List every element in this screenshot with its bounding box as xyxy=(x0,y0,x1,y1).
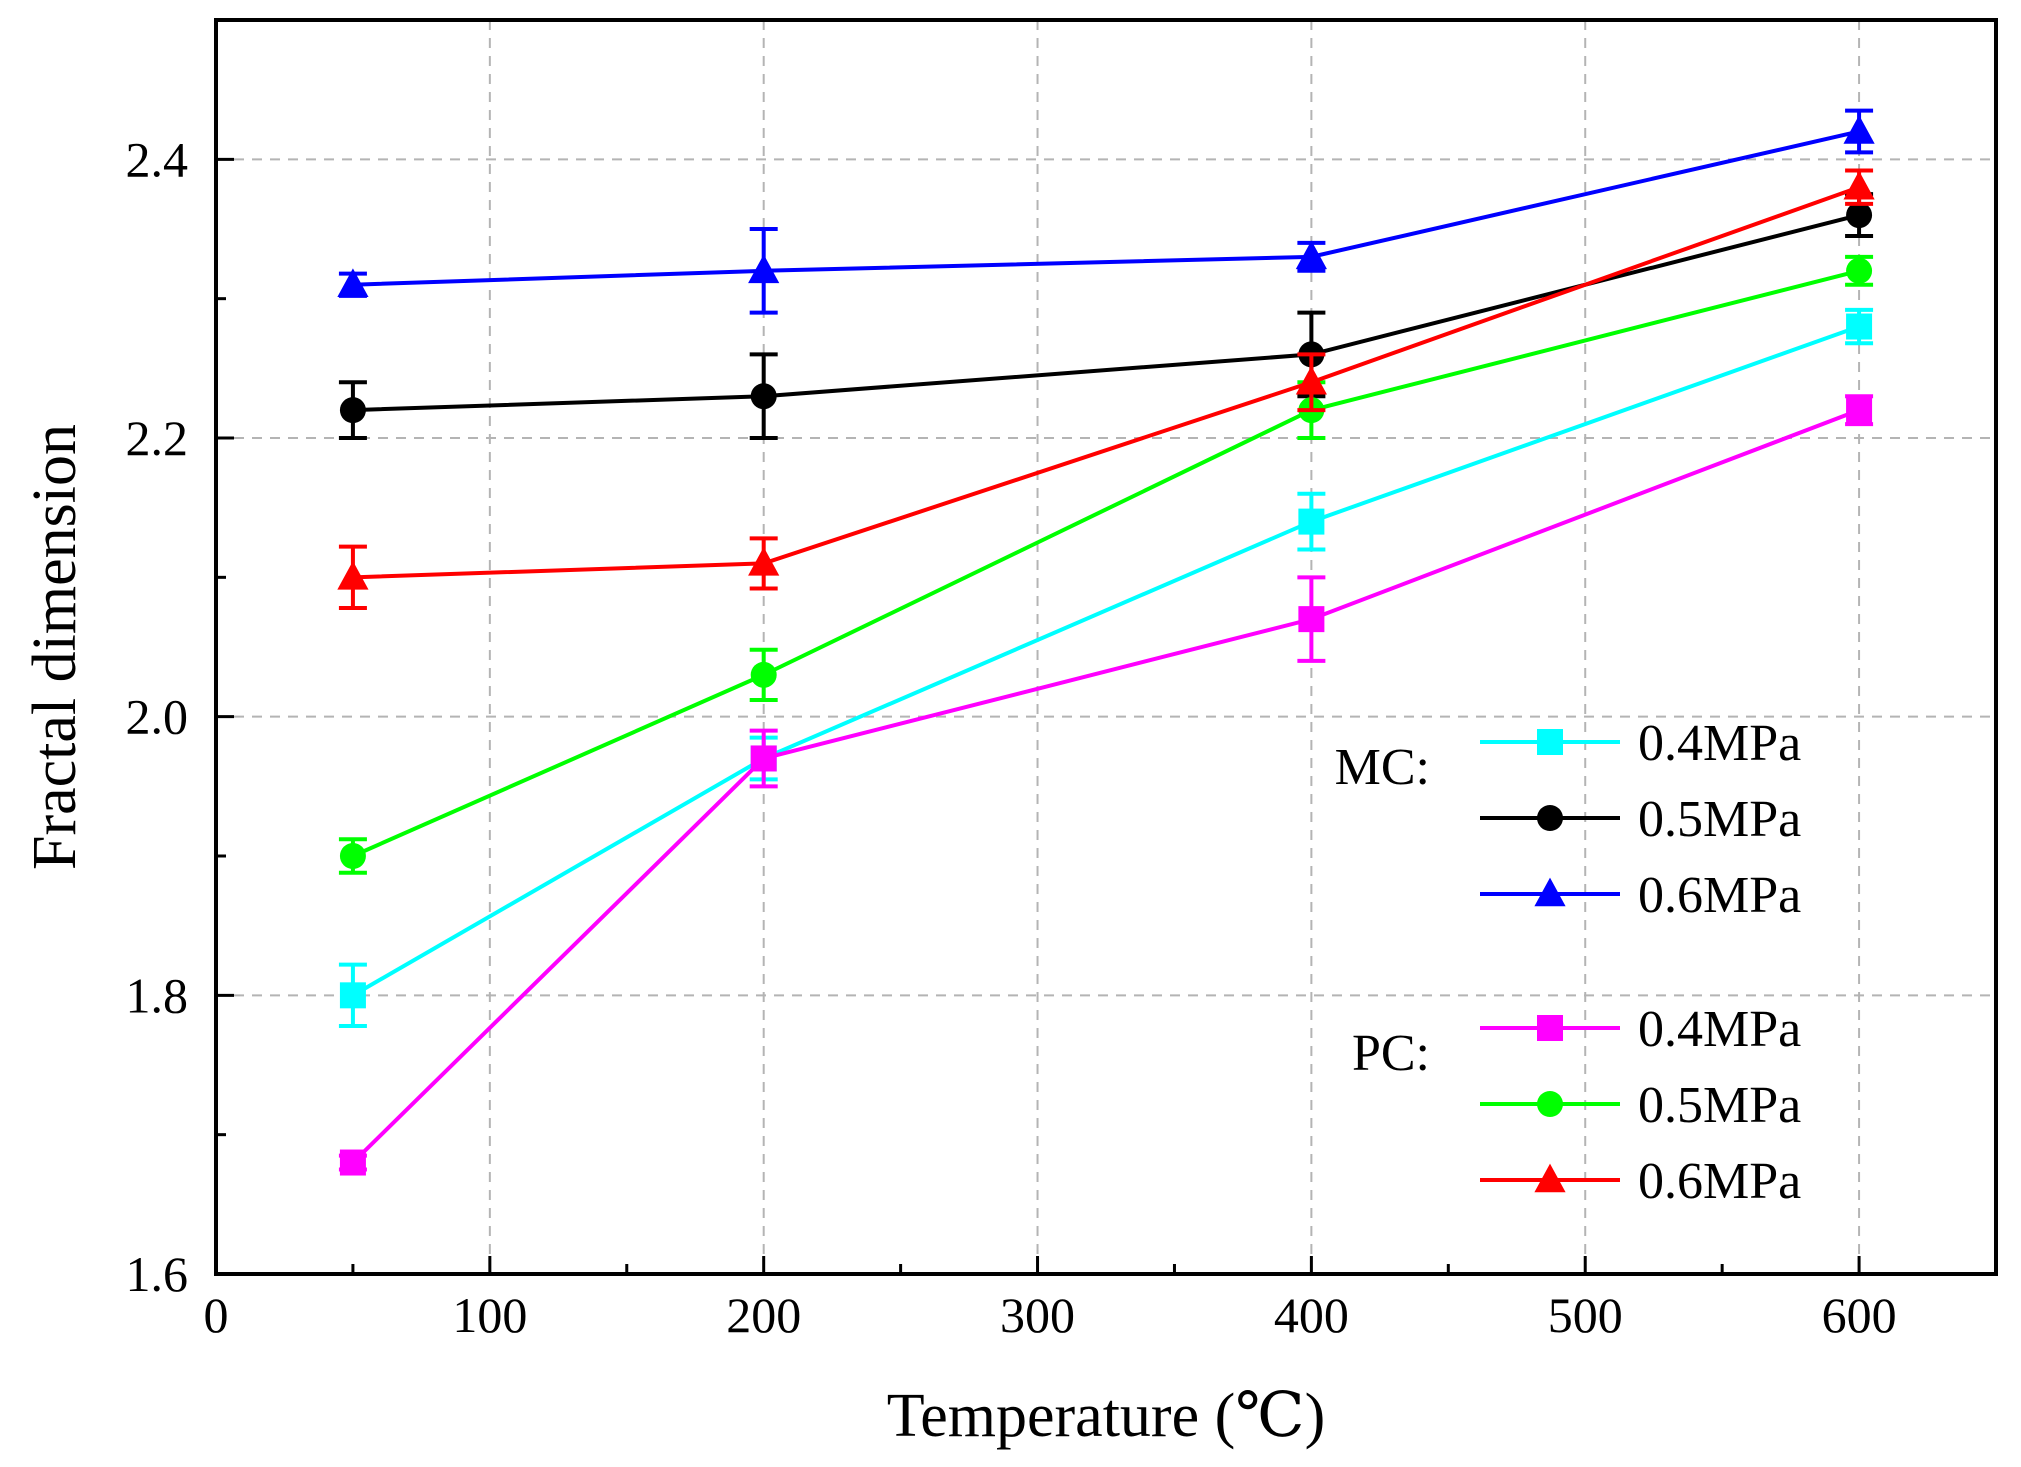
legend-label: 0.4MPa xyxy=(1638,1001,1801,1058)
legend-item: 0.6MPa xyxy=(1480,1153,1801,1210)
legend-item: 0.5MPa xyxy=(1480,1077,1801,1134)
legend-label: 0.5MPa xyxy=(1638,1077,1801,1134)
x-tick-label: 300 xyxy=(1000,1287,1075,1343)
data-point xyxy=(1846,397,1873,424)
series-line xyxy=(352,185,1860,580)
legend-marker xyxy=(1534,1163,1566,1193)
series-layer xyxy=(337,108,1875,1176)
legend-item: 0.5MPa xyxy=(1480,791,1801,848)
data-point xyxy=(750,383,777,410)
legend-item: 0.6MPa xyxy=(1480,867,1801,924)
series-pc-0-5mpa xyxy=(338,254,1874,875)
series-line xyxy=(351,408,1860,1164)
x-tick-label: 500 xyxy=(1548,1287,1623,1343)
data-point xyxy=(1846,257,1873,284)
data-point xyxy=(339,397,366,424)
y-tick-label: 2.0 xyxy=(126,689,189,745)
legend-marker xyxy=(1537,1091,1563,1117)
axis-layer: 0 100 200 300 400 500 600 1.6 1.8 2.0 2.2 2.4 xyxy=(126,131,1897,1343)
data-point xyxy=(1298,606,1325,633)
data-point xyxy=(1846,202,1873,229)
series-line xyxy=(352,268,1860,858)
y-axis-title: Fractal dimension xyxy=(21,424,89,870)
series-pc-0-6mpa xyxy=(337,168,1875,610)
x-tick-label: 100 xyxy=(452,1287,527,1343)
data-point xyxy=(339,843,366,869)
data-point xyxy=(748,254,780,284)
series-pc-0-4mpa xyxy=(338,394,1874,1176)
x-tick-label: 0 xyxy=(204,1287,229,1343)
legend-label: 0.5MPa xyxy=(1638,791,1801,848)
data-point xyxy=(750,661,777,688)
series-line xyxy=(352,213,1860,413)
y-tick-label: 1.8 xyxy=(126,967,189,1023)
x-tick-label: 400 xyxy=(1274,1287,1349,1343)
legend: MC: PC: 0.4MPa 0.5MPa 0.6MPa 0.4MPa 0.5MPa 0.6M… xyxy=(1335,715,1802,1210)
data-point xyxy=(337,268,369,298)
series-mc-0-6mpa xyxy=(337,108,1875,315)
legend-label: 0.6MPa xyxy=(1638,1153,1801,1210)
data-point xyxy=(1298,508,1325,535)
x-tick-label: 200 xyxy=(726,1287,801,1343)
legend-label: 0.6MPa xyxy=(1638,867,1801,924)
data-point xyxy=(339,1149,366,1176)
legend-marker xyxy=(1537,1015,1563,1041)
grid-layer xyxy=(216,20,1996,1274)
plot-frame xyxy=(214,18,1998,1276)
data-point xyxy=(750,745,777,772)
data-point xyxy=(1843,115,1875,144)
legend-item: 0.4MPa xyxy=(1480,715,1801,772)
data-point xyxy=(1846,313,1873,340)
legend-marker xyxy=(1537,805,1563,831)
x-axis-title: Temperature (℃) xyxy=(887,1382,1326,1450)
legend-group-label: PC: xyxy=(1352,1025,1430,1082)
legend-marker xyxy=(1534,877,1566,907)
y-tick-label: 2.4 xyxy=(126,131,189,187)
y-tick-label: 2.2 xyxy=(126,410,189,466)
legend-marker xyxy=(1537,729,1563,755)
y-tick-label: 1.6 xyxy=(126,1246,189,1302)
data-point xyxy=(1295,365,1327,395)
legend-label: 0.4MPa xyxy=(1638,715,1801,772)
data-point xyxy=(339,982,366,1009)
data-point xyxy=(1843,170,1875,200)
series-line xyxy=(351,324,1860,998)
legend-item: 0.4MPa xyxy=(1480,1001,1801,1058)
data-point xyxy=(748,547,780,576)
data-point xyxy=(337,560,369,590)
x-tick-label: 600 xyxy=(1822,1287,1897,1343)
data-point xyxy=(1295,240,1327,270)
series-line xyxy=(352,129,1860,287)
legend-group-label: MC: xyxy=(1335,739,1430,796)
